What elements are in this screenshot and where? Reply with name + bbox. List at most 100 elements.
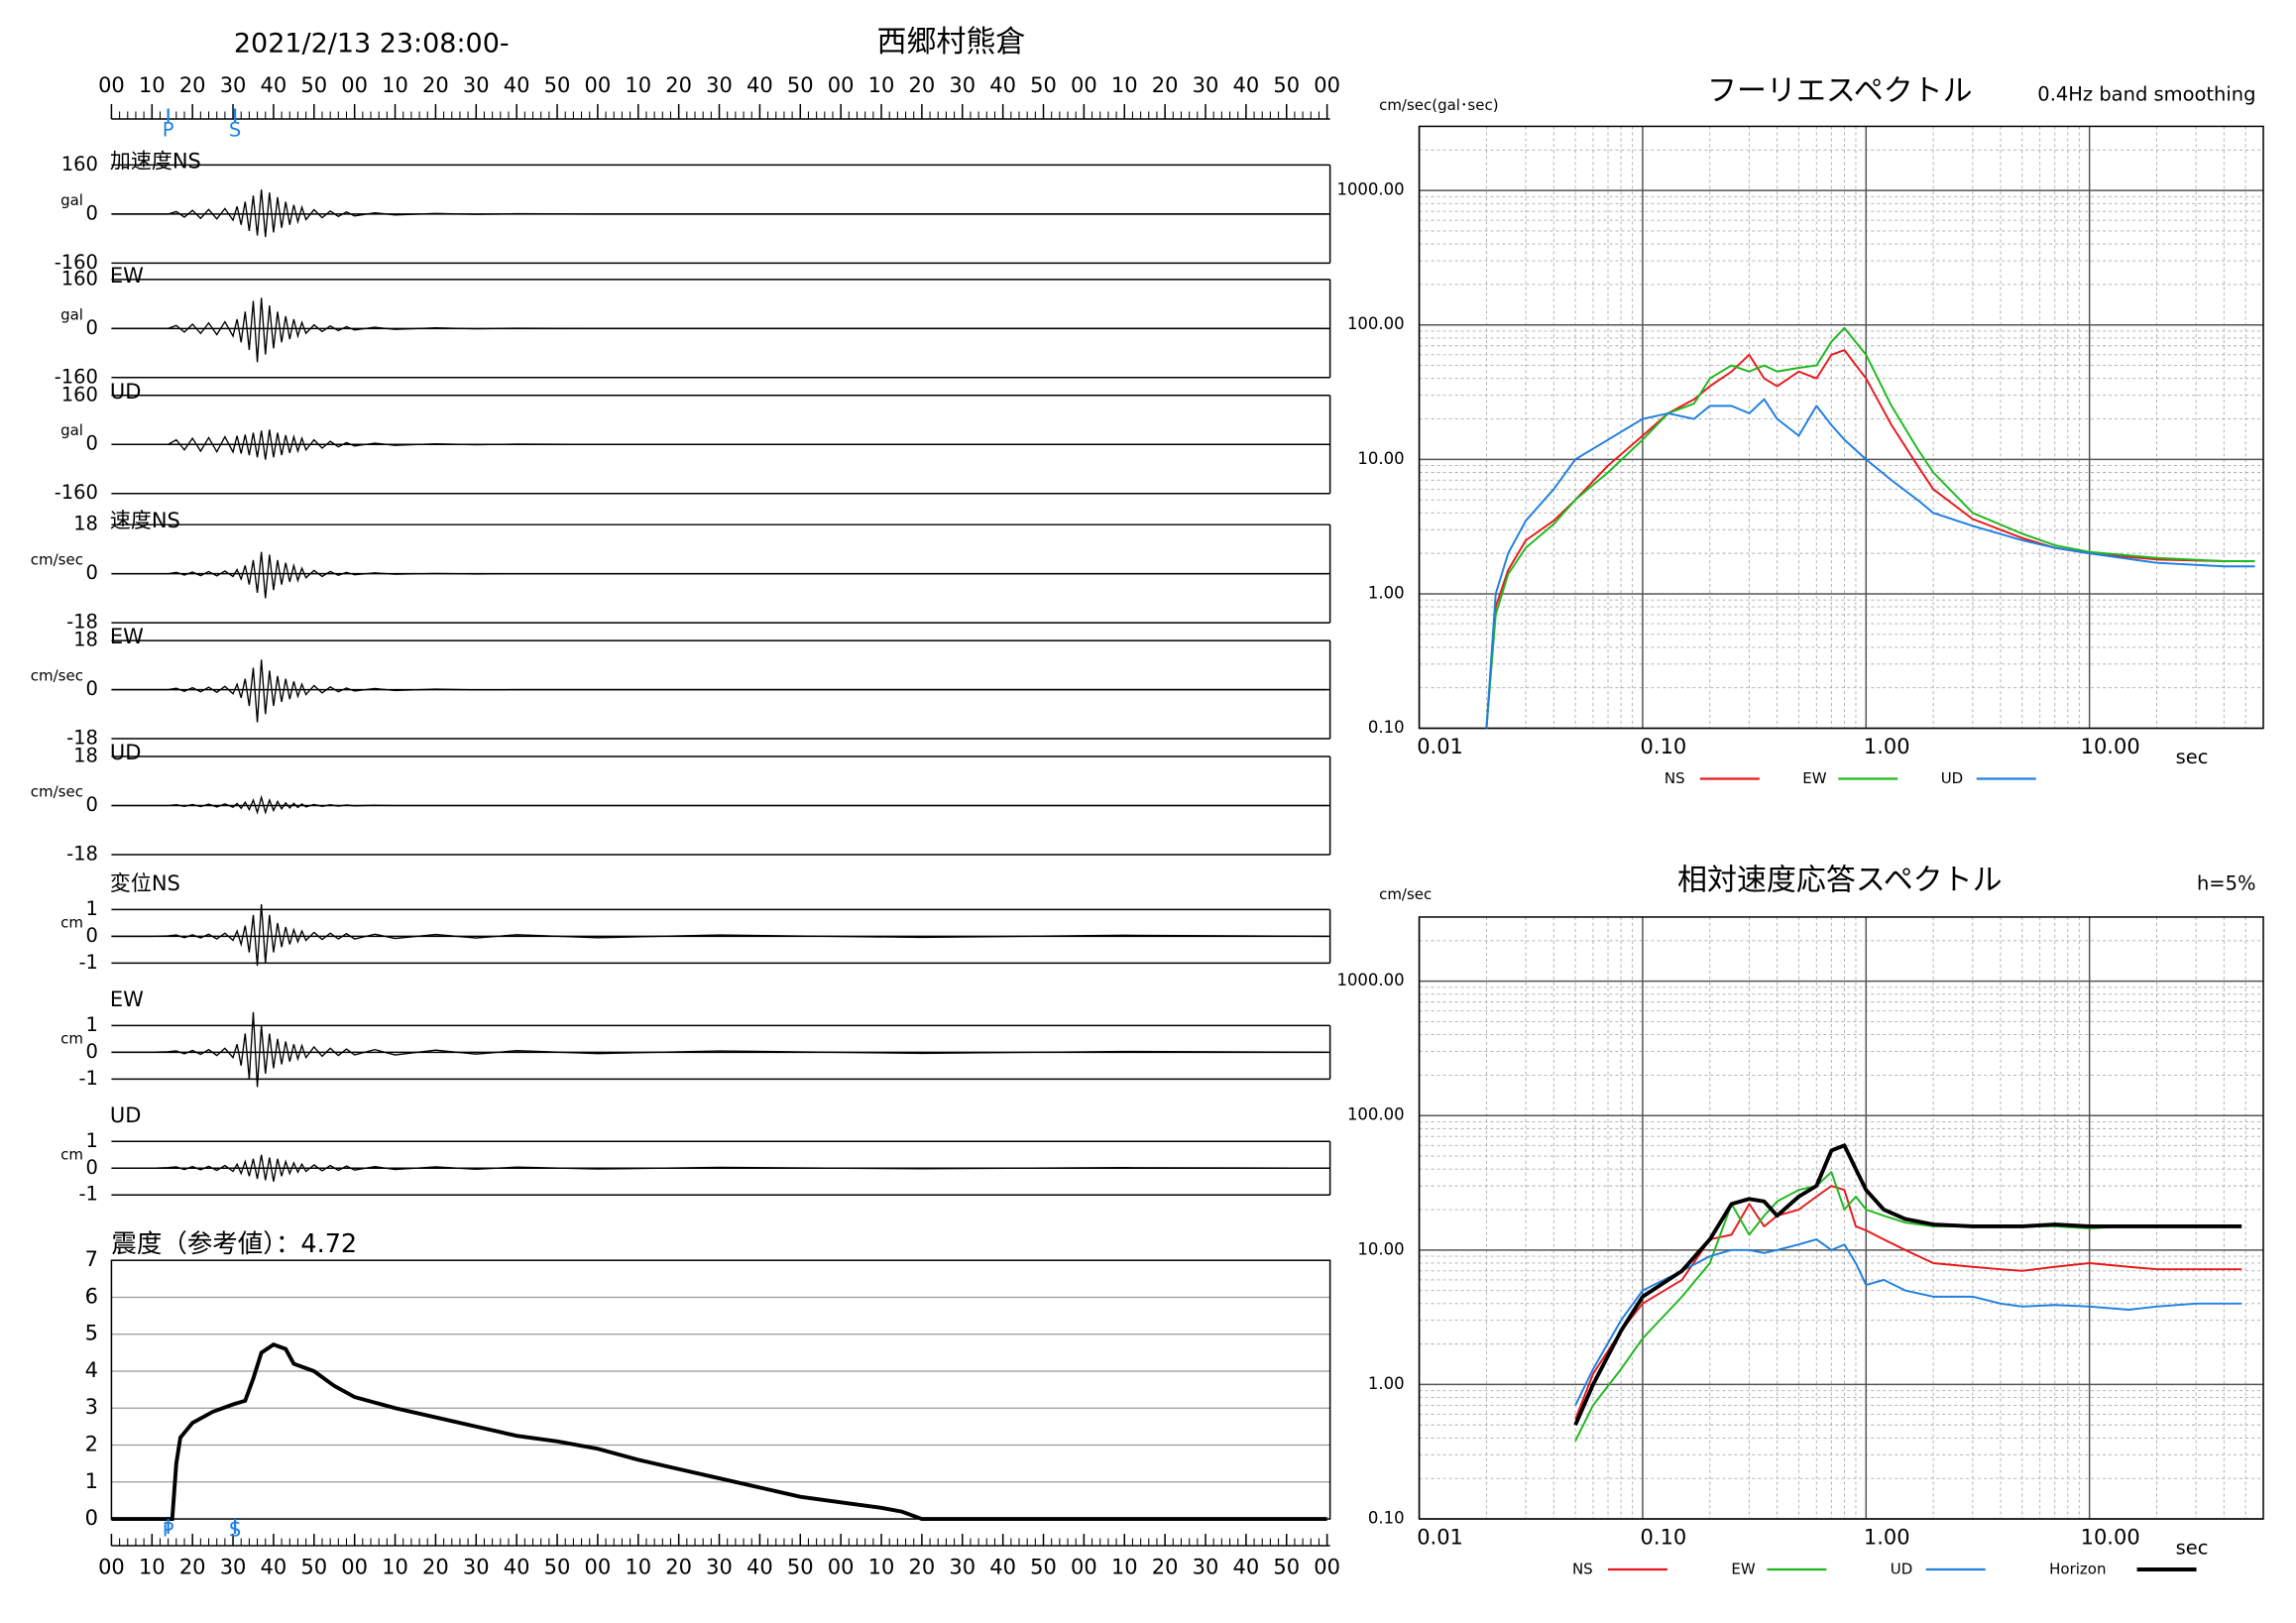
- time-tick-label: 00: [341, 1556, 368, 1579]
- spectrum-line: [1574, 1238, 2242, 1406]
- time-tick-label: 40: [504, 1556, 530, 1579]
- legend-label: EW: [1802, 769, 1826, 787]
- unit-label: gal: [60, 421, 83, 439]
- legend-label: NS: [1665, 769, 1685, 787]
- time-tick-label: 40: [1233, 73, 1260, 97]
- y-tick-label: -1: [79, 1067, 98, 1090]
- spectrum-line: [1574, 1185, 2242, 1421]
- time-tick-label: 50: [300, 73, 327, 97]
- time-tick-label: 00: [585, 73, 612, 97]
- y-tick-label: 160: [61, 267, 98, 290]
- intensity-line: [111, 1341, 1327, 1521]
- unit-label: cm: [60, 913, 83, 931]
- time-tick-label: 10: [139, 1556, 166, 1579]
- y-tick-label: 3: [85, 1395, 98, 1419]
- plot-frame: [1418, 916, 2264, 1520]
- time-tick-label: 10: [625, 1556, 651, 1579]
- chart-title: 相対速度応答スペクトル: [1677, 863, 2003, 897]
- unit-label: cm/sec: [31, 667, 83, 685]
- intensity-title: 震度（参考値）：4.72: [111, 1229, 357, 1259]
- y-tick-label: -160: [55, 251, 98, 274]
- time-tick-label: 10: [868, 1556, 895, 1579]
- y-tick-label: 0: [86, 1040, 98, 1063]
- chart-title: フーリエスペクトル: [1707, 73, 1973, 108]
- y-tick-label: 0: [86, 793, 98, 816]
- time-tick-label: 20: [179, 73, 206, 97]
- time-tick-label: 20: [422, 73, 449, 97]
- time-tick-label: 40: [261, 1556, 287, 1579]
- y-tick-label: 1: [85, 1469, 98, 1493]
- time-tick-label: 40: [261, 73, 287, 97]
- y-tick-label: 160: [61, 383, 98, 406]
- y-tick-label: 100.00: [1347, 1105, 1405, 1124]
- y-tick-label: 1.00: [1368, 1374, 1405, 1393]
- phase-label: P: [163, 118, 174, 141]
- time-tick-label: 00: [98, 1556, 125, 1579]
- legend-label: NS: [1572, 1561, 1593, 1578]
- y-tick-label: 0.10: [1368, 718, 1405, 737]
- y-tick-label: 1: [86, 1013, 98, 1036]
- time-tick-label: 40: [989, 1556, 1016, 1579]
- x-axis-label: sec: [2176, 746, 2209, 768]
- time-tick-label: 20: [179, 1556, 206, 1579]
- time-tick-label: 30: [220, 1556, 247, 1579]
- time-tick-label: 20: [665, 73, 692, 97]
- time-tick-label: 00: [1071, 1556, 1097, 1579]
- trace-name: EW: [110, 987, 144, 1011]
- time-tick-label: 40: [989, 73, 1016, 97]
- y-tick-label: -160: [55, 365, 98, 388]
- time-tick-label: 00: [828, 73, 855, 97]
- trace-name: EW: [110, 264, 144, 288]
- waveform: [111, 429, 1327, 460]
- trace-name: 速度NS: [110, 509, 180, 532]
- unit-label: cm: [60, 1029, 83, 1047]
- time-tick-label: 50: [787, 1556, 814, 1579]
- y-tick-label: -18: [66, 727, 98, 750]
- y-tick-label: 0: [86, 561, 98, 584]
- plot-frame: [110, 1259, 1331, 1520]
- spectrum-line: [1485, 326, 2255, 729]
- trace-name: UD: [110, 741, 141, 764]
- time-tick-label: 40: [746, 73, 773, 97]
- y-tick-label: -1: [79, 951, 98, 974]
- time-tick-label: 30: [220, 73, 247, 97]
- waveform: [111, 189, 1327, 238]
- unit-label: cm: [60, 1145, 83, 1163]
- time-tick-label: 40: [746, 1556, 773, 1579]
- waveform: [111, 794, 1327, 815]
- y-tick-label: -18: [66, 842, 98, 865]
- legend-label: UD: [1891, 1561, 1913, 1578]
- y-tick-label: 0: [86, 1156, 98, 1179]
- y-tick-label: -1: [79, 1183, 98, 1206]
- y-tick-label: 0: [86, 677, 98, 700]
- y-axis-label: cm/sec(gal･sec): [1379, 96, 1498, 114]
- time-tick-label: 10: [1111, 73, 1138, 97]
- waveform: [111, 297, 1327, 363]
- time-tick-label: 10: [139, 73, 166, 97]
- y-tick-label: 0: [86, 316, 98, 339]
- record-time: 2021/2/13 23:08:00-: [234, 29, 510, 59]
- trace-name: UD: [110, 380, 141, 404]
- time-tick-label: 20: [909, 73, 936, 97]
- y-tick-label: 5: [85, 1322, 98, 1345]
- y-tick-label: 160: [61, 153, 98, 175]
- x-tick-label: 1.00: [1864, 735, 1910, 758]
- time-tick-label: 50: [1030, 1556, 1057, 1579]
- time-tick-label: 00: [585, 1556, 612, 1579]
- y-tick-label: 0: [86, 201, 98, 224]
- phase-label: P: [163, 1519, 174, 1542]
- legend-label: UD: [1941, 769, 1964, 787]
- trace-name: 変位NS: [110, 871, 180, 895]
- waveform: [111, 903, 1327, 967]
- time-tick-label: 00: [1071, 73, 1097, 97]
- phase-label: S: [229, 118, 241, 141]
- time-tick-label: 00: [1314, 73, 1340, 97]
- time-tick-label: 40: [1233, 1556, 1260, 1579]
- y-tick-label: 10.00: [1357, 1239, 1404, 1258]
- spectrum-line: [1485, 349, 2255, 729]
- time-tick-label: 00: [98, 73, 125, 97]
- y-tick-label: 6: [85, 1284, 98, 1308]
- time-tick-label: 10: [868, 73, 895, 97]
- y-tick-label: 0: [85, 1506, 98, 1530]
